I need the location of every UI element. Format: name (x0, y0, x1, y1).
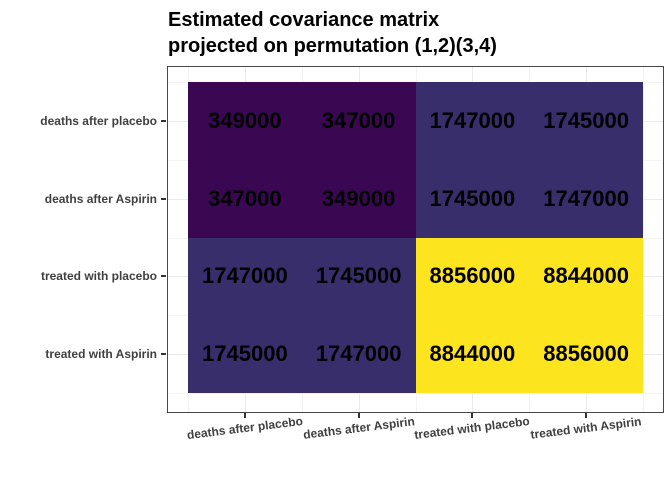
heatmap-cell: 8856000 (415, 237, 530, 316)
minor-gridline-vertical (643, 67, 644, 412)
cell-value: 1745000 (202, 341, 288, 367)
heatmap-cell: 349000 (301, 159, 416, 238)
y-axis-tick (161, 353, 166, 356)
heatmap-cell: 1745000 (188, 315, 302, 393)
heatmap-tiles: 349000 347000 1747000 1745000 347000 349000 17… (188, 82, 643, 393)
heatmap-cell: 1745000 (301, 237, 416, 316)
heatmap-cell: 8844000 (529, 237, 643, 316)
heatmap-cell: 347000 (301, 82, 416, 160)
cell-value: 349000 (208, 107, 282, 133)
cell-value: 8856000 (543, 341, 629, 367)
x-axis-tick (357, 413, 360, 418)
minor-gridline-horizontal (168, 393, 663, 394)
cell-value: 1745000 (429, 185, 516, 211)
chart-title-line2: projected on permutation (1,2)(3,4) (168, 35, 497, 57)
heatmap-cell: 1747000 (301, 315, 416, 393)
chart-title-line1: Estimated covariance matrix (168, 9, 440, 31)
cell-value: 1745000 (543, 107, 629, 133)
heatmap-cell: 8856000 (529, 315, 643, 393)
x-axis-tick (243, 413, 246, 418)
heatmap-cell: 1747000 (415, 82, 530, 160)
cell-value: 349000 (321, 185, 396, 211)
cell-value: 8844000 (543, 263, 629, 289)
heatmap-cell: 8844000 (415, 315, 530, 393)
cell-value: 1747000 (202, 263, 288, 289)
cell-value: 8844000 (429, 341, 516, 367)
heatmap-cell: 349000 (188, 82, 302, 160)
cell-value: 8856000 (429, 263, 516, 289)
x-axis-tick (471, 413, 474, 418)
heatmap-cell: 1745000 (529, 82, 643, 160)
y-axis-label: treated with Aspirin (45, 347, 157, 362)
y-axis-tick (161, 119, 166, 122)
plot-panel: 349000 347000 1747000 1745000 347000 349000 17… (167, 66, 664, 413)
y-axis-label: deaths after placebo (40, 113, 157, 128)
cell-value: 1747000 (315, 341, 402, 367)
heatmap-cell: 1747000 (188, 237, 302, 316)
heatmap-cell: 1745000 (415, 159, 530, 238)
cell-value: 1747000 (543, 185, 629, 211)
cell-value: 347000 (321, 107, 396, 133)
x-axis-tick (585, 413, 588, 418)
cell-value: 347000 (208, 185, 282, 211)
y-axis-tick (161, 197, 166, 200)
y-axis-tick (161, 275, 166, 278)
cell-value: 1747000 (429, 107, 516, 133)
y-axis-label: deaths after Aspirin (44, 191, 157, 206)
cell-value: 1745000 (315, 263, 402, 289)
heatmap-cell: 1747000 (529, 159, 643, 238)
chart-title: Estimated covariance matrix projected on… (168, 7, 497, 59)
y-axis-label: treated with placebo (40, 269, 157, 284)
heatmap-cell: 347000 (188, 159, 302, 238)
